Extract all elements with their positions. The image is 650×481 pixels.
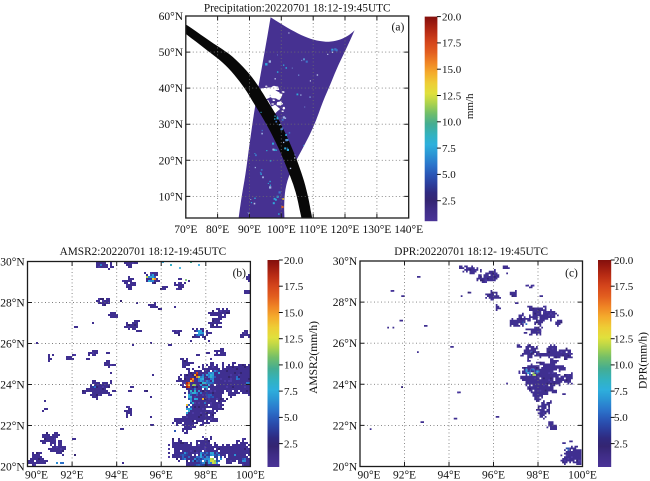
svg-text:5.0: 5.0: [442, 169, 456, 181]
svg-text:10.0: 10.0: [284, 360, 304, 372]
svg-text:20.0: 20.0: [284, 255, 304, 267]
svg-text:96°E: 96°E: [482, 470, 505, 481]
svg-text:90°E: 90°E: [238, 224, 261, 236]
svg-text:DPR:20220701 18:12- 19:45UTC: DPR:20220701 18:12- 19:45UTC: [394, 246, 548, 258]
svg-text:2.5: 2.5: [442, 196, 456, 208]
svg-text:10°N: 10°N: [159, 191, 184, 203]
svg-text:12.5: 12.5: [284, 334, 304, 346]
svg-text:20.0: 20.0: [614, 255, 634, 267]
svg-text:(c): (c): [565, 268, 578, 280]
svg-text:30°N: 30°N: [159, 119, 184, 131]
svg-text:2.5: 2.5: [284, 438, 298, 450]
svg-text:40°N: 40°N: [159, 83, 184, 95]
svg-text:10.0: 10.0: [614, 360, 634, 372]
svg-text:120°E: 120°E: [331, 224, 360, 236]
svg-text:17.5: 17.5: [284, 281, 304, 293]
svg-text:98°E: 98°E: [194, 470, 217, 481]
svg-text:26°N: 26°N: [0, 339, 25, 351]
svg-text:AMSR2:20220701 18:12-19:45UTC: AMSR2:20220701 18:12-19:45UTC: [60, 246, 227, 258]
svg-text:20°N: 20°N: [333, 462, 358, 474]
svg-text:AMSR2(mm/h): AMSR2(mm/h): [308, 321, 320, 394]
svg-text:92°E: 92°E: [61, 470, 84, 481]
svg-text:7.5: 7.5: [442, 143, 456, 155]
svg-text:22°N: 22°N: [333, 420, 358, 432]
svg-text:94°E: 94°E: [437, 470, 460, 481]
svg-text:92°E: 92°E: [393, 470, 416, 481]
svg-text:15.0: 15.0: [284, 307, 304, 319]
svg-text:15.0: 15.0: [442, 64, 462, 76]
svg-text:100°E: 100°E: [267, 224, 296, 236]
svg-text:110°E: 110°E: [299, 224, 327, 236]
svg-text:94°E: 94°E: [105, 470, 128, 481]
svg-text:140°E: 140°E: [394, 224, 423, 236]
svg-text:22°N: 22°N: [0, 421, 25, 433]
svg-text:30°N: 30°N: [333, 256, 358, 268]
svg-text:7.5: 7.5: [284, 386, 298, 398]
svg-text:130°E: 130°E: [362, 224, 391, 236]
svg-text:12.5: 12.5: [442, 90, 462, 102]
svg-text:70°E: 70°E: [174, 224, 197, 236]
svg-text:24°N: 24°N: [333, 379, 358, 391]
svg-text:5.0: 5.0: [614, 412, 628, 424]
svg-text:DPR(mm/h): DPR(mm/h): [638, 332, 650, 389]
svg-text:(b): (b): [233, 268, 247, 280]
svg-text:98°E: 98°E: [526, 470, 549, 481]
svg-text:7.5: 7.5: [614, 386, 628, 398]
svg-text:mm/h: mm/h: [464, 93, 476, 119]
svg-text:5.0: 5.0: [284, 412, 298, 424]
svg-text:2.5: 2.5: [614, 438, 628, 450]
svg-text:15.0: 15.0: [614, 307, 634, 319]
svg-text:17.5: 17.5: [614, 281, 634, 293]
svg-text:30°N: 30°N: [0, 257, 25, 269]
svg-text:Precipitation:20220701 18:12-1: Precipitation:20220701 18:12-19:45UTC: [204, 2, 391, 14]
svg-text:28°N: 28°N: [0, 298, 25, 310]
svg-text:28°N: 28°N: [333, 297, 358, 309]
svg-text:20.0: 20.0: [442, 11, 462, 23]
svg-text:17.5: 17.5: [442, 38, 462, 50]
svg-text:80°E: 80°E: [206, 224, 229, 236]
svg-text:50°N: 50°N: [159, 47, 184, 59]
svg-text:20°N: 20°N: [0, 462, 25, 474]
svg-text:96°E: 96°E: [150, 470, 173, 481]
svg-text:100°E: 100°E: [236, 470, 265, 481]
svg-text:100°E: 100°E: [568, 470, 597, 481]
svg-text:10.0: 10.0: [442, 117, 462, 129]
svg-text:20°N: 20°N: [159, 155, 184, 167]
svg-text:(a): (a): [392, 22, 405, 34]
svg-text:60°N: 60°N: [159, 11, 184, 23]
svg-text:12.5: 12.5: [614, 334, 634, 346]
svg-text:90°E: 90°E: [25, 470, 48, 481]
svg-text:26°N: 26°N: [333, 338, 358, 350]
svg-text:24°N: 24°N: [0, 380, 25, 392]
svg-text:90°E: 90°E: [357, 470, 380, 481]
